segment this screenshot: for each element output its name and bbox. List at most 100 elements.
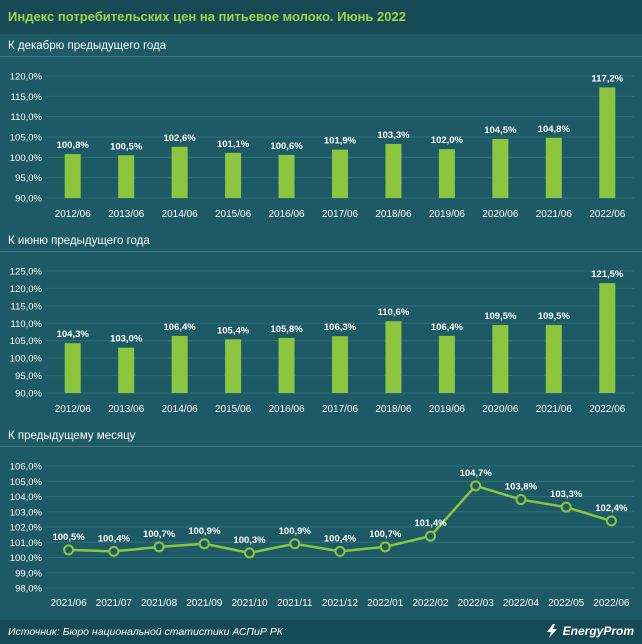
data-label: 102,0% [431, 135, 464, 146]
y-tick-label: 105,0% [10, 133, 43, 144]
data-label: 121,5% [591, 269, 624, 280]
data-label: 104,5% [484, 125, 517, 136]
x-tick-label: 2020/06 [482, 209, 519, 220]
data-point [289, 538, 301, 550]
y-tick-label: 100,0% [10, 354, 43, 365]
data-point [63, 544, 75, 556]
bar [171, 335, 188, 393]
y-tick-label: 115,0% [10, 301, 42, 312]
data-point [108, 545, 120, 557]
data-label: 103,0% [110, 334, 143, 345]
x-tick-label: 2021/06 [536, 209, 573, 220]
y-tick-label: 125,0% [10, 267, 43, 278]
data-label: 105,8% [270, 324, 303, 335]
y-tick-label: 99,0% [15, 568, 42, 579]
data-point [198, 538, 210, 550]
bar [599, 283, 616, 393]
x-tick-label: 2016/06 [268, 209, 305, 220]
x-tick-label: 2013/06 [108, 209, 145, 220]
data-label: 104,7% [460, 468, 493, 479]
data-label: 101,4% [414, 518, 447, 529]
data-label: 102,4% [595, 503, 628, 514]
y-tick-label: 95,0% [15, 173, 42, 184]
y-tick-label: 105,0% [10, 477, 43, 488]
data-label: 110,6% [378, 307, 410, 318]
y-tick-label: 105,0% [10, 336, 43, 347]
y-tick-label: 120,0% [10, 72, 43, 83]
footer-bar [0, 620, 642, 644]
bar [278, 154, 295, 198]
x-tick-label: 2019/06 [429, 404, 466, 415]
data-point [470, 480, 482, 492]
x-tick-label: 2021/07 [96, 598, 133, 609]
section-divider [0, 56, 642, 57]
y-tick-label: 120,0% [10, 284, 43, 295]
logo-text: EnergyProm [562, 624, 634, 638]
data-point [379, 541, 391, 553]
x-tick-label: 2021/09 [186, 598, 223, 609]
x-tick-label: 2019/06 [429, 209, 466, 220]
bar [332, 336, 348, 393]
x-tick-label: 2014/06 [162, 209, 199, 220]
bar [64, 154, 81, 198]
x-tick-label: 2022/04 [503, 598, 540, 609]
data-label: 101,9% [324, 136, 357, 147]
x-tick-label: 2017/06 [322, 209, 359, 220]
data-label: 105,4% [217, 325, 250, 336]
bar [118, 155, 135, 198]
data-point [560, 501, 572, 513]
data-point [153, 541, 165, 553]
x-tick-label: 2021/12 [322, 598, 359, 609]
x-tick-label: 2021/06 [536, 404, 573, 415]
chart-dec: 120,0% 115,0% 110,0% 105,0% 100,0% 95,0% 90,0%… [10, 72, 634, 220]
x-tick-label: 2022/01 [367, 598, 404, 609]
x-tick-label: 2015/06 [215, 404, 252, 415]
source-text: Источник: Бюро национальной статистики А… [8, 626, 283, 638]
bar [385, 143, 402, 198]
x-tick-label: 2012/06 [55, 209, 92, 220]
bar [438, 335, 455, 393]
x-tick-label: 2022/06 [593, 598, 630, 609]
data-label: 100,9% [188, 526, 221, 537]
bar [492, 325, 509, 393]
data-label: 100,9% [279, 526, 312, 537]
y-tick-label: 95,0% [15, 371, 42, 382]
data-point [424, 530, 436, 542]
data-point [244, 547, 256, 559]
y-tick-label: 90,0% [15, 389, 42, 400]
y-tick-label: 103,0% [10, 507, 43, 518]
logo-icon [546, 624, 557, 638]
x-tick-label: 2018/06 [375, 404, 412, 415]
x-tick-label: 2015/06 [215, 209, 252, 220]
data-label: 100,6% [270, 141, 303, 152]
bar [385, 321, 402, 393]
data-label: 100,4% [324, 533, 357, 544]
x-tick-label: 2022/05 [548, 598, 585, 609]
section-title-month: К предыдущему месяцу [8, 430, 136, 442]
x-tick-label: 2021/10 [231, 598, 268, 609]
x-tick-label: 2021/11 [277, 598, 313, 609]
x-tick-label: 2014/06 [162, 404, 199, 415]
chart-jun: 125,0% 120,0% 115,0% 110,0% 105,0% 100,0% 95,0… [10, 267, 634, 415]
x-tick-label: 2022/06 [589, 209, 626, 220]
x-tick-label: 2016/06 [268, 404, 305, 415]
y-tick-label: 106,0% [10, 462, 43, 473]
data-label: 103,3% [550, 489, 583, 500]
section-divider [0, 446, 642, 447]
x-tick-label: 2022/02 [412, 598, 449, 609]
data-label: 102,6% [164, 133, 197, 144]
y-tick-label: 90,0% [15, 194, 42, 205]
data-label: 103,3% [377, 130, 410, 141]
data-label: 100,7% [143, 529, 176, 540]
y-tick-label: 98,0% [15, 584, 42, 595]
data-label: 117,2% [591, 73, 623, 84]
title-bar [0, 0, 642, 34]
y-tick-label: 110,0% [10, 319, 42, 330]
x-tick-label: 2012/06 [55, 404, 92, 415]
data-label: 106,3% [324, 322, 357, 333]
x-tick-label: 2018/06 [375, 209, 412, 220]
data-label: 104,8% [538, 124, 571, 135]
data-label: 100,8% [57, 140, 90, 151]
data-label: 109,5% [484, 311, 517, 322]
data-point [605, 515, 617, 527]
